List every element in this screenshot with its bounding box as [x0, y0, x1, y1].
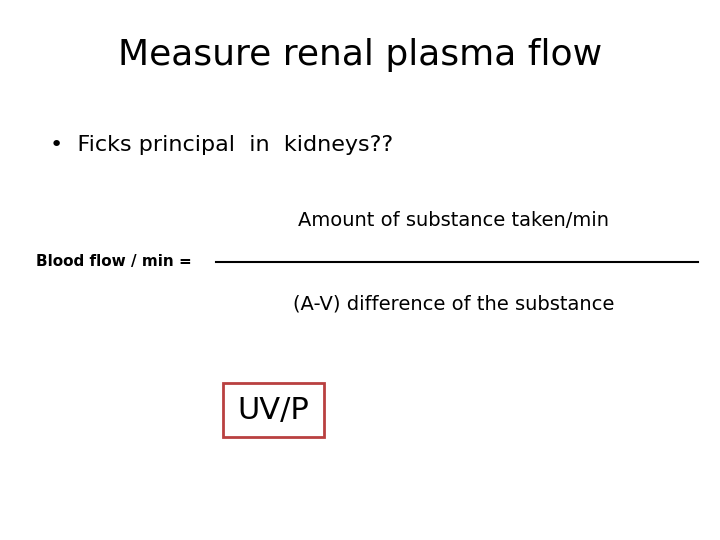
Text: Blood flow / min =: Blood flow / min =: [36, 254, 192, 269]
FancyBboxPatch shape: [223, 383, 324, 437]
Text: Measure renal plasma flow: Measure renal plasma flow: [118, 38, 602, 72]
Text: Amount of substance taken/min: Amount of substance taken/min: [298, 211, 609, 229]
Text: (A-V) difference of the substance: (A-V) difference of the substance: [293, 294, 614, 313]
Text: UV/P: UV/P: [238, 396, 310, 425]
Text: •  Ficks principal  in  kidneys??: • Ficks principal in kidneys??: [50, 135, 394, 155]
